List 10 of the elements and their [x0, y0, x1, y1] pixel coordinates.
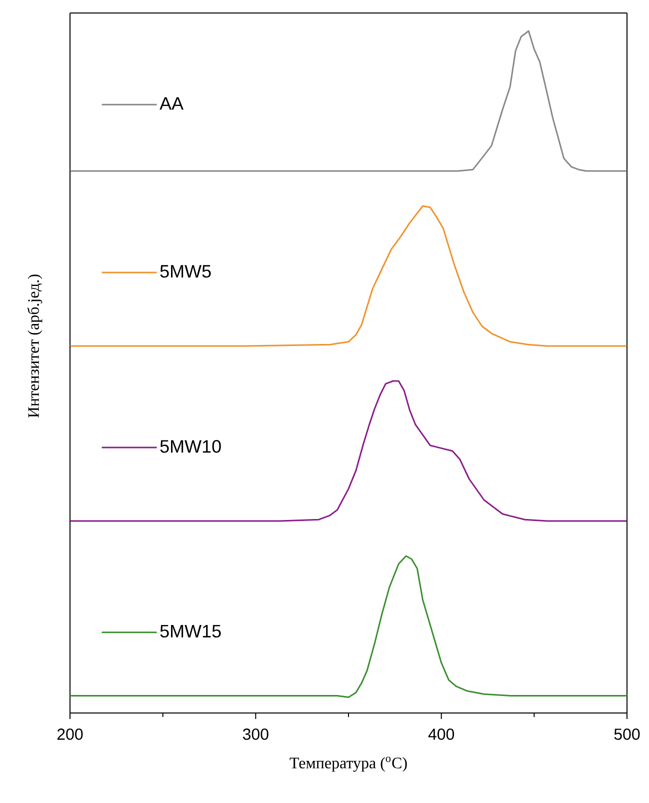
legend-label: 5MW5 — [160, 265, 211, 278]
x-tick-label: 500 — [614, 728, 640, 740]
legend-label: 5MW10 — [160, 440, 221, 453]
y-axis-title: Интензитет (арб.јед.) — [27, 274, 42, 418]
x-tick-label: 300 — [242, 728, 268, 740]
x-tick-label: 200 — [57, 728, 83, 740]
legend-label: AA — [160, 97, 184, 110]
legend-label: 5MW15 — [160, 624, 221, 638]
x-tick-label: 400 — [428, 728, 454, 740]
x-axis-title: Температура ($^{o}$C) — [290, 756, 407, 772]
